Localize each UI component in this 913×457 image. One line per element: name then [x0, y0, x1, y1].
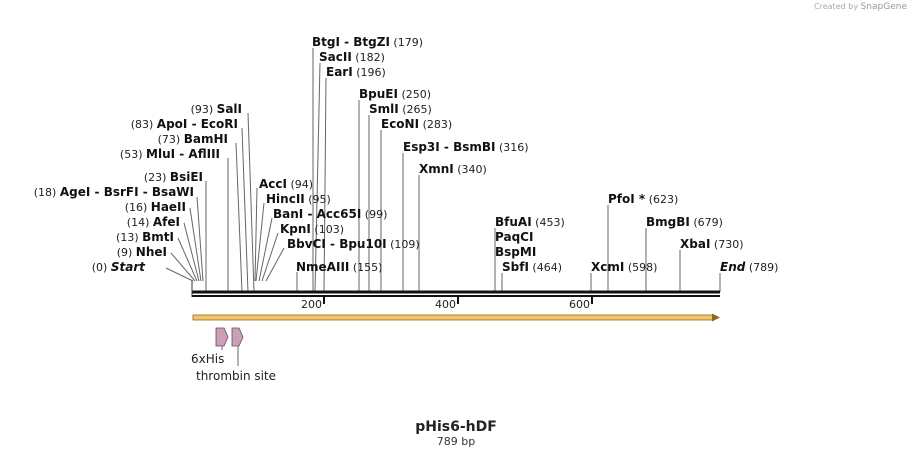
site-bmti: (13) BmtI: [116, 230, 174, 244]
site-sali: (93) SalI: [191, 102, 242, 116]
site-bbvci: BbvCI - Bpu10I (109): [287, 237, 420, 251]
orf-body: [192, 314, 714, 321]
site-bfuai: BfuAI (453): [495, 215, 565, 229]
snapgene-logo: SnapGene: [860, 2, 907, 12]
feature-thrombin-site: thrombin site: [196, 327, 276, 383]
site-end: End (789): [720, 260, 778, 274]
orf-arrowhead: [712, 313, 720, 322]
leader-afei: [183, 222, 200, 282]
ruler-label-600: 600: [569, 298, 590, 311]
site-bsiei: (23) BsiEI: [144, 170, 203, 184]
ruler: 200 400 600: [301, 296, 593, 311]
thrombin-site-label: thrombin site: [196, 369, 276, 383]
site-xcmi: XcmI (598): [591, 260, 657, 274]
credit-prefix: Created by: [814, 2, 859, 11]
site-afei: (14) AfeI: [127, 215, 180, 229]
site-mlui: (53) MluI - AflIII: [120, 147, 220, 161]
site-nhei: (9) NheI: [117, 245, 167, 259]
leader-bamhi: [235, 142, 243, 293]
leader-lines: [165, 48, 721, 293]
ruler-label-400: 400: [435, 298, 456, 311]
site-pfoi: PfoI * (623): [608, 192, 678, 206]
dna-backbone: [191, 281, 720, 297]
orf-arrow: [192, 313, 720, 322]
site-xmni: XmnI (340): [419, 162, 487, 176]
leader-start: [165, 267, 194, 282]
site-bspmi: BspMI: [495, 245, 536, 259]
site-kpni: KpnI (103): [280, 222, 344, 236]
site-econi: EcoNI (283): [381, 117, 452, 131]
site-bamhi: (73) BamHI: [158, 132, 228, 146]
site-sacii: SacII (182): [319, 50, 385, 64]
leader-kpni: [261, 232, 279, 282]
site-agei: (18) AgeI - BsrFI - BsaWI: [34, 185, 194, 199]
plasmid-name: pHis6-hDF: [415, 419, 497, 435]
site-smli: SmlI (265): [369, 102, 432, 116]
site-nmeaiii: NmeAIII (155): [296, 260, 382, 274]
site-apoi: (83) ApoI - EcoRI: [131, 117, 238, 131]
leader-sacii: [314, 62, 321, 293]
snapgene-credit: Created by SnapGene: [814, 2, 907, 12]
leader-hincii: [255, 202, 265, 282]
leader-apoi: [241, 127, 249, 293]
site-hincii: HincII (95): [266, 192, 331, 206]
site-haeii: (16) HaeII: [125, 200, 186, 214]
his-tag-arrow: [215, 327, 229, 347]
site-bani: BanI - Acc65I (99): [273, 207, 387, 221]
leader-agei: [196, 196, 204, 282]
leader-bbvci: [265, 247, 285, 282]
plasmid-length: 789 bp: [437, 435, 475, 448]
his-tag-label: 6xHis: [191, 352, 224, 366]
site-sbfi: SbfI (464): [502, 260, 562, 274]
site-eari: EarI (196): [326, 65, 386, 79]
leader-nhei: [170, 252, 196, 282]
site-bpuei: BpuEI (250): [359, 87, 431, 101]
leader-sali: [247, 112, 255, 293]
ruler-label-200: 200: [301, 298, 322, 311]
feature-his-tag: 6xHis: [191, 327, 229, 366]
leader-bani: [258, 217, 273, 282]
site-bmgbi: BmgBI (679): [646, 215, 723, 229]
thrombin-site-arrow: [231, 327, 244, 347]
site-acci: AccI (94): [259, 177, 313, 191]
site-paqci: PaqCI: [495, 230, 533, 244]
leader-bmti: [177, 237, 198, 282]
leader-haeii: [189, 207, 202, 282]
enzyme-labels: (0) Start (9) NheI (13) BmtI (14) AfeI (…: [34, 35, 779, 274]
leader-eari: [323, 77, 327, 293]
site-xbai: XbaI (730): [680, 237, 744, 251]
leader-acci: [254, 187, 258, 282]
site-esp3i: Esp3I - BsmBI (316): [403, 140, 529, 154]
site-btgi: BtgI - BtgZI (179): [312, 35, 423, 49]
site-start: (0) Start: [92, 260, 146, 274]
